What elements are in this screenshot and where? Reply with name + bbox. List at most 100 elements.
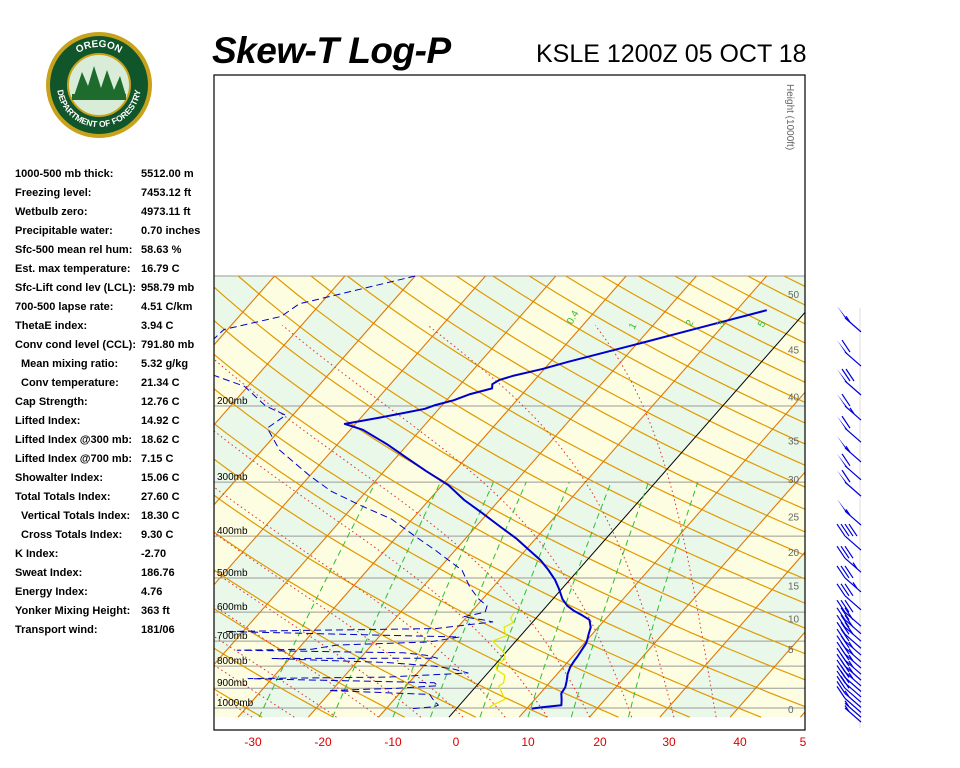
stat-value: 7.15 C [141, 453, 174, 465]
mixing-ratio-line [527, 481, 612, 718]
wind-barb-staff [844, 535, 862, 551]
stat-value: 186.76 [141, 567, 175, 579]
height-tick-label: 45 [788, 346, 800, 357]
wind-barb-feather [841, 368, 851, 382]
wind-barb-feather [836, 635, 846, 648]
wind-barb-feather [836, 621, 846, 635]
wind-barb-half-feather [848, 666, 854, 674]
wind-barb-feather [844, 583, 854, 597]
wind-barb-feather [836, 641, 846, 655]
stat-row: Sfc-Lift cond lev (LCL): 958.79 mb [15, 282, 215, 301]
pressure-label: 700mb [217, 631, 248, 642]
moist-adiabat-line [0, 325, 210, 717]
isotherm-line [307, 275, 697, 718]
wind-barb-feather [836, 686, 846, 699]
wind-barb-feather [841, 339, 851, 353]
temperature-band [0, 276, 204, 717]
stat-label: 1000-500 mb thick: [15, 168, 114, 180]
stat-row: K Index: -2.70 [15, 548, 215, 567]
stat-label: Freezing level: [15, 187, 92, 199]
pressure-label: 900mb [217, 678, 248, 689]
wind-barb-pennant [837, 368, 849, 385]
stat-row: Freezing level: 7453.12 ft [15, 187, 215, 206]
isotherm-line [800, 711, 805, 718]
wind-barb-feather [844, 599, 854, 613]
mixing-ratio-line [628, 481, 699, 718]
height-axis-title: Height (1000ft) [784, 84, 795, 150]
stat-label: Sfc-Lift cond lev (LCL): [15, 282, 136, 294]
stat-label: ThetaE index: [15, 320, 88, 332]
stat-row: Sfc-500 mean rel hum: 58.63 % [15, 244, 215, 263]
dry-adiabat-line [237, 275, 805, 604]
mixing-ratio-label: 2 [684, 318, 697, 329]
stat-value: 12.76 C [141, 396, 180, 408]
temperature-trace [343, 309, 768, 710]
mixing-ratio-line [479, 481, 570, 718]
wind-barb-half-feather [848, 660, 854, 668]
wind-barb [836, 565, 862, 593]
wind-barb-pennant [837, 416, 849, 432]
mixing-ratio-line [332, 481, 441, 718]
stat-row: Mean mixing ratio: 5.32 g/kg [15, 358, 215, 377]
stat-label: Showalter Index: [15, 472, 104, 484]
mixing-ratio-label: 5 [756, 319, 769, 330]
wind-barb [837, 393, 862, 421]
wind-barb-staff [844, 653, 862, 669]
stat-label: Mean mixing ratio: [21, 358, 119, 370]
temperature-band [0, 276, 64, 717]
wind-barb-feather [841, 415, 851, 429]
stat-label: Precipitable water: [15, 225, 113, 237]
wind-barb-feather [844, 523, 854, 537]
wind-barb-feather [840, 523, 850, 537]
wind-barb-feather [836, 665, 846, 678]
stat-label: Conv temperature: [21, 377, 119, 389]
wind-barb-pennant [837, 435, 849, 452]
stat-label: Cross Totals Index: [21, 529, 123, 541]
wind-barb-staff [844, 671, 862, 687]
stat-value: 4.76 [141, 586, 163, 598]
dry-adiabat-line [419, 275, 805, 488]
wind-barb-feather [836, 565, 846, 579]
stat-value: 9.30 C [141, 529, 174, 541]
stat-row: Showalter Index: 15.06 C [15, 472, 215, 491]
temperature-band [800, 711, 805, 718]
wind-barb-feather [836, 653, 846, 667]
stat-value: 7453.12 ft [141, 187, 192, 199]
wind-barb [837, 305, 862, 333]
wind-barb-feather [836, 659, 846, 673]
dry-adiabat-line [310, 275, 805, 556]
dry-adiabat-line [214, 353, 805, 681]
wind-barb-staff [844, 682, 862, 698]
stat-value: 18.62 C [141, 434, 180, 446]
stat-value: -2.70 [141, 548, 167, 560]
wind-barb-half-feather [849, 407, 855, 415]
station-time-label: KSLE 1200Z 05 OCT 18 [536, 40, 807, 68]
wind-barb [836, 599, 862, 627]
temperature-tick-label: 40 [733, 735, 747, 749]
stat-label: Sweat Index: [15, 567, 83, 579]
stat-value: 181/06 [141, 624, 175, 636]
wind-barb-pennant [837, 394, 849, 410]
dewpoint-trace [214, 275, 494, 710]
stat-row: ThetaE index: 3.94 C [15, 320, 215, 339]
wind-barb [837, 435, 862, 463]
pressure-label: 1000mb [217, 698, 254, 709]
sounding-indices-panel: 1000-500 mb thick: 5512.00 m Freezing leve… [15, 168, 215, 643]
wind-barb [837, 453, 862, 481]
wind-barb-staff [844, 557, 862, 573]
height-tick-label: 20 [788, 548, 800, 559]
temperature-band [238, 276, 697, 718]
moist-adiabat-line [281, 324, 633, 718]
wind-barb-staff [844, 619, 862, 635]
wind-barb-staff [844, 577, 862, 593]
dry-adiabat-line [214, 319, 805, 655]
isotherm-line [378, 275, 768, 718]
wind-barb-staff [844, 647, 862, 663]
wind-barb-half-feather [844, 690, 850, 698]
wind-barb-feather [840, 565, 850, 579]
isotherm-line [214, 275, 416, 506]
stat-row: Vertical Totals Index: 18.30 C [15, 510, 215, 529]
wind-barb-feather [836, 583, 846, 597]
wind-barb [836, 686, 862, 713]
wind-barb [837, 368, 862, 396]
